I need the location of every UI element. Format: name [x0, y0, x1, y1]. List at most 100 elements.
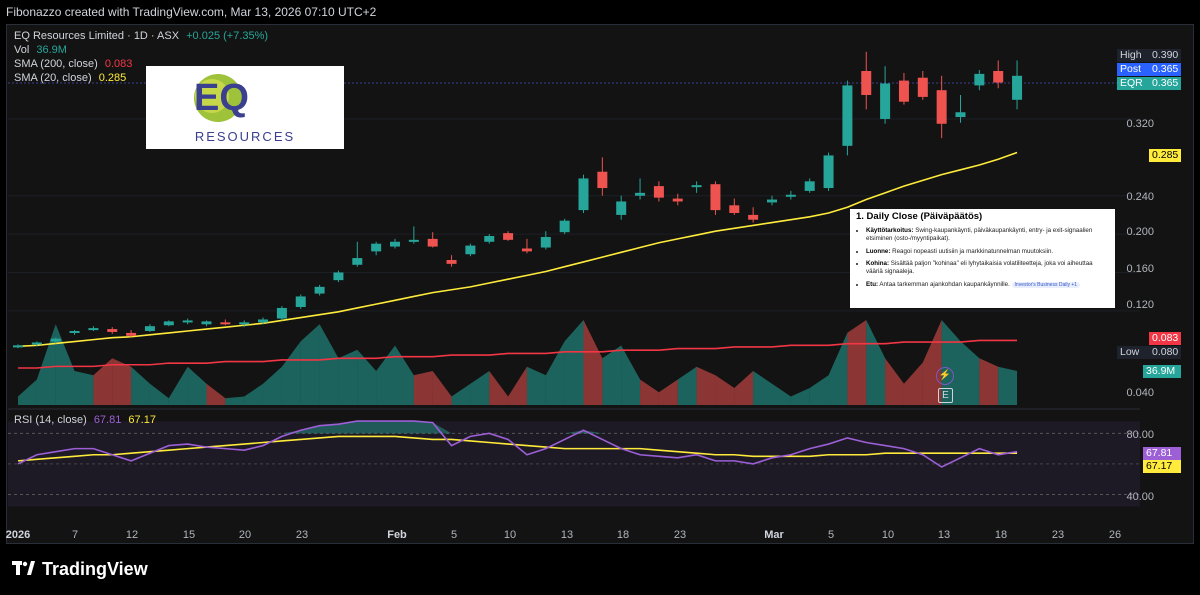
candle-body	[785, 194, 796, 197]
candle-body	[917, 77, 928, 97]
legend-sma20-row[interactable]: SMA (20, close) 0.285	[14, 72, 130, 84]
candle-body	[597, 171, 608, 189]
legend-vol-row[interactable]: Vol 36.9M	[14, 44, 71, 56]
note-item: Etu: Antaa tarkemman ajankohdan kaupankä…	[866, 281, 1109, 289]
rsi-ma-path	[17, 435, 1018, 462]
price-tick: 0.160	[1126, 263, 1154, 275]
volume-segment	[526, 366, 546, 405]
rsi-label: RSI (14, close)	[14, 414, 87, 426]
candle-body	[201, 321, 212, 325]
x-tick: 10	[881, 529, 895, 541]
volume-segment	[847, 320, 867, 405]
volume-segment	[922, 320, 942, 405]
candle-body	[955, 112, 966, 118]
post-value: 0.365	[1149, 63, 1181, 76]
candle-body	[767, 199, 777, 203]
logo-resources-text: RESOURCES	[194, 129, 296, 144]
candle-body	[295, 296, 306, 308]
candle-body	[898, 80, 909, 102]
candle-body	[974, 73, 985, 86]
symbol-title: EQ Resources Limited · 1D · ASX	[14, 30, 180, 42]
volume-segment	[885, 358, 904, 405]
candle-body	[993, 71, 1004, 83]
volume-segment	[281, 341, 301, 405]
tradingview-logo[interactable]: TradingView	[12, 559, 148, 580]
sma20-line	[17, 151, 1018, 348]
volume-segment	[866, 320, 886, 405]
candle-body	[823, 155, 834, 189]
source-chip[interactable]: Investor's Business Daily +1	[1011, 281, 1081, 289]
candle-body	[126, 332, 137, 336]
x-tick: 13	[937, 529, 951, 541]
rsi-value: 67.81	[93, 414, 122, 426]
candle-body	[729, 205, 740, 213]
volume-segment	[583, 320, 603, 405]
x-tick: 18	[616, 529, 630, 541]
sma200-line	[18, 339, 1018, 369]
vol-label: Vol	[14, 44, 30, 56]
legend-sma200-row[interactable]: SMA (200, close) 0.083	[14, 58, 136, 70]
top-bar: Fibonazzo created with TradingView.com, …	[0, 0, 1200, 24]
candle-body	[484, 236, 495, 242]
candle-body	[503, 233, 514, 240]
candle-body	[31, 342, 42, 345]
sma20-value: 0.285	[98, 72, 127, 84]
sma200-path	[18, 339, 1018, 369]
note-list: Käyttötarkoitus: Swing-kaupankäynti, päi…	[856, 227, 1109, 289]
legend-rsi-row[interactable]: RSI (14, close) 67.81 67.17	[14, 414, 160, 426]
candle-body	[1012, 75, 1023, 100]
volume-segment	[734, 371, 754, 405]
rsi-path	[17, 420, 1018, 468]
volume-segment	[640, 379, 659, 405]
candle-body	[936, 90, 947, 124]
x-tick: 12	[125, 529, 139, 541]
volume-segment	[621, 345, 641, 405]
sma20-price-label: 0.285	[1149, 149, 1181, 162]
volume-segment	[112, 358, 132, 405]
volume-segment	[74, 371, 94, 405]
volume-segment	[55, 324, 75, 405]
volume-segment	[602, 345, 622, 405]
x-tick: 13	[560, 529, 574, 541]
sma200-value: 0.083	[104, 58, 133, 70]
price-change: +0.025 (+7.35%)	[186, 30, 269, 42]
candle-body	[804, 181, 815, 191]
volume-segment	[960, 341, 980, 405]
volume-segment	[545, 341, 565, 405]
volume-segment	[131, 366, 150, 405]
earnings-e-icon[interactable]: E	[938, 388, 953, 403]
volume-segment	[979, 358, 999, 405]
volume-segment	[413, 371, 433, 405]
candle-body	[314, 286, 325, 294]
legend-symbol-row[interactable]: EQ Resources Limited · 1D · ASX +0.025 (…	[14, 30, 272, 42]
candle-body	[578, 178, 589, 211]
eq-resources-logo: EQ RESOURCES	[146, 66, 344, 149]
candle-body	[427, 238, 438, 247]
x-tick: 23	[673, 529, 687, 541]
low-label: Low	[1117, 346, 1149, 359]
rsi-ma-price-label: 67.17	[1143, 460, 1181, 473]
volume-segment	[319, 324, 339, 405]
price-tick: 0.200	[1126, 226, 1154, 238]
volume-segment	[432, 371, 452, 405]
price-tick: 0.040	[1126, 387, 1154, 399]
candle-body	[69, 330, 80, 333]
volume-segment	[93, 358, 113, 405]
lightning-icon[interactable]: ⚡	[936, 367, 954, 385]
candle-body	[13, 345, 23, 348]
candle-body	[653, 186, 664, 198]
x-tick: 5	[450, 529, 458, 541]
candle-body	[258, 319, 269, 323]
x-tick: Feb	[387, 529, 407, 541]
x-tick: 15	[182, 529, 196, 541]
volume-segment	[149, 383, 169, 405]
x-tick: 7	[71, 529, 79, 541]
volume-segment	[715, 375, 735, 405]
rsi-pane	[8, 420, 1140, 507]
eq-logo-mark: EQ	[194, 74, 249, 122]
volume-segment	[753, 371, 772, 405]
note-title: 1. Daily Close (Päiväpäätös)	[856, 211, 983, 222]
price-tick: 0.120	[1126, 299, 1154, 311]
volume-segment	[790, 388, 810, 405]
